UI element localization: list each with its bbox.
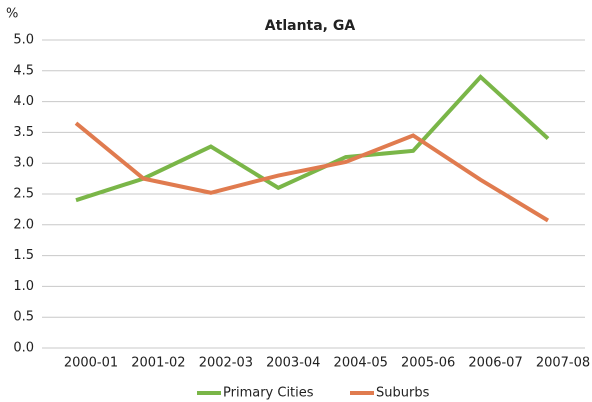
series-line	[74, 121, 550, 223]
y-tick-label: 3.0	[13, 156, 34, 171]
y-axis-label: %	[6, 7, 18, 22]
legend-label: Suburbs	[376, 386, 430, 401]
x-tick-label: 2002-03	[199, 356, 253, 371]
y-tick-label: 2.5	[13, 187, 34, 202]
x-tick-label: 2003-04	[266, 356, 320, 371]
x-tick-label: 2005-06	[401, 356, 455, 371]
y-tick-label: 5.0	[13, 33, 34, 48]
y-tick-label: 1.5	[13, 248, 34, 263]
chart-title: Atlanta, GA	[265, 18, 356, 34]
x-tick-label: 2000-01	[64, 356, 118, 371]
x-tick-label: 2007-08	[536, 356, 590, 371]
y-tick-label: 1.0	[13, 279, 34, 294]
y-tick-label: 2.0	[13, 217, 34, 232]
y-tick-label: 4.5	[13, 63, 34, 78]
legend-label: Primary Cities	[223, 386, 314, 401]
y-tick-label: 0.0	[13, 341, 34, 356]
x-tick-label: 2006-07	[468, 356, 522, 371]
y-tick-label: 3.5	[13, 125, 34, 140]
series-line	[75, 74, 550, 203]
y-tick-label: 4.0	[13, 94, 34, 109]
x-tick-label: 2004-05	[334, 356, 388, 371]
x-tick-label: 2001-02	[131, 356, 185, 371]
y-tick-label: 0.5	[13, 310, 34, 325]
